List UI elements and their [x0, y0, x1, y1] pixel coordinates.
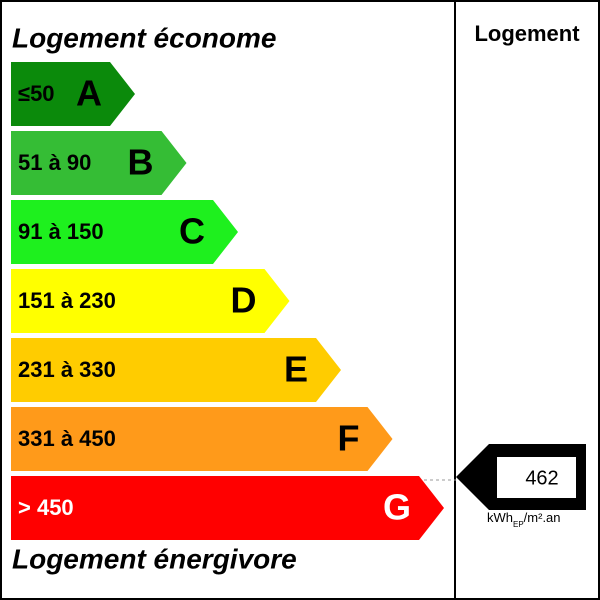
class-letter: F: [338, 418, 360, 459]
class-letter: A: [76, 73, 102, 114]
class-letter: C: [179, 211, 205, 252]
column-title: Logement: [474, 21, 580, 46]
top-label: Logement économe: [12, 22, 276, 53]
value-box: [497, 457, 576, 498]
class-range: 231 à 330: [18, 357, 116, 382]
unit: kWhEP/m².an: [487, 510, 561, 529]
value: 462: [525, 467, 558, 489]
class-letter: D: [231, 280, 257, 321]
class-bar: [11, 407, 393, 471]
class-bar: [11, 338, 341, 402]
class-range: 331 à 450: [18, 426, 116, 451]
class-range: 151 à 230: [18, 288, 116, 313]
class-letter: E: [284, 349, 308, 390]
class-bar: [11, 62, 135, 126]
class-bar: [11, 200, 238, 264]
class-range: 91 à 150: [18, 219, 104, 244]
classes: ≤50 A 51 à 90 B 91 à 150 C 151 à 230 D 231 à 330…: [11, 62, 444, 540]
class-bar: [11, 476, 444, 540]
class-range: > 450: [18, 495, 74, 520]
unit-tail: /m².an: [524, 510, 561, 525]
class-bar: [11, 131, 187, 195]
class-range: 51 à 90: [18, 150, 91, 175]
class-bar: [11, 269, 290, 333]
unit-sub: EP: [513, 520, 524, 529]
unit-main: kWh: [487, 510, 513, 525]
class-range: ≤50: [18, 81, 55, 106]
class-letter: G: [383, 487, 411, 528]
bottom-label: Logement énergivore: [12, 543, 297, 574]
class-letter: B: [128, 142, 154, 183]
